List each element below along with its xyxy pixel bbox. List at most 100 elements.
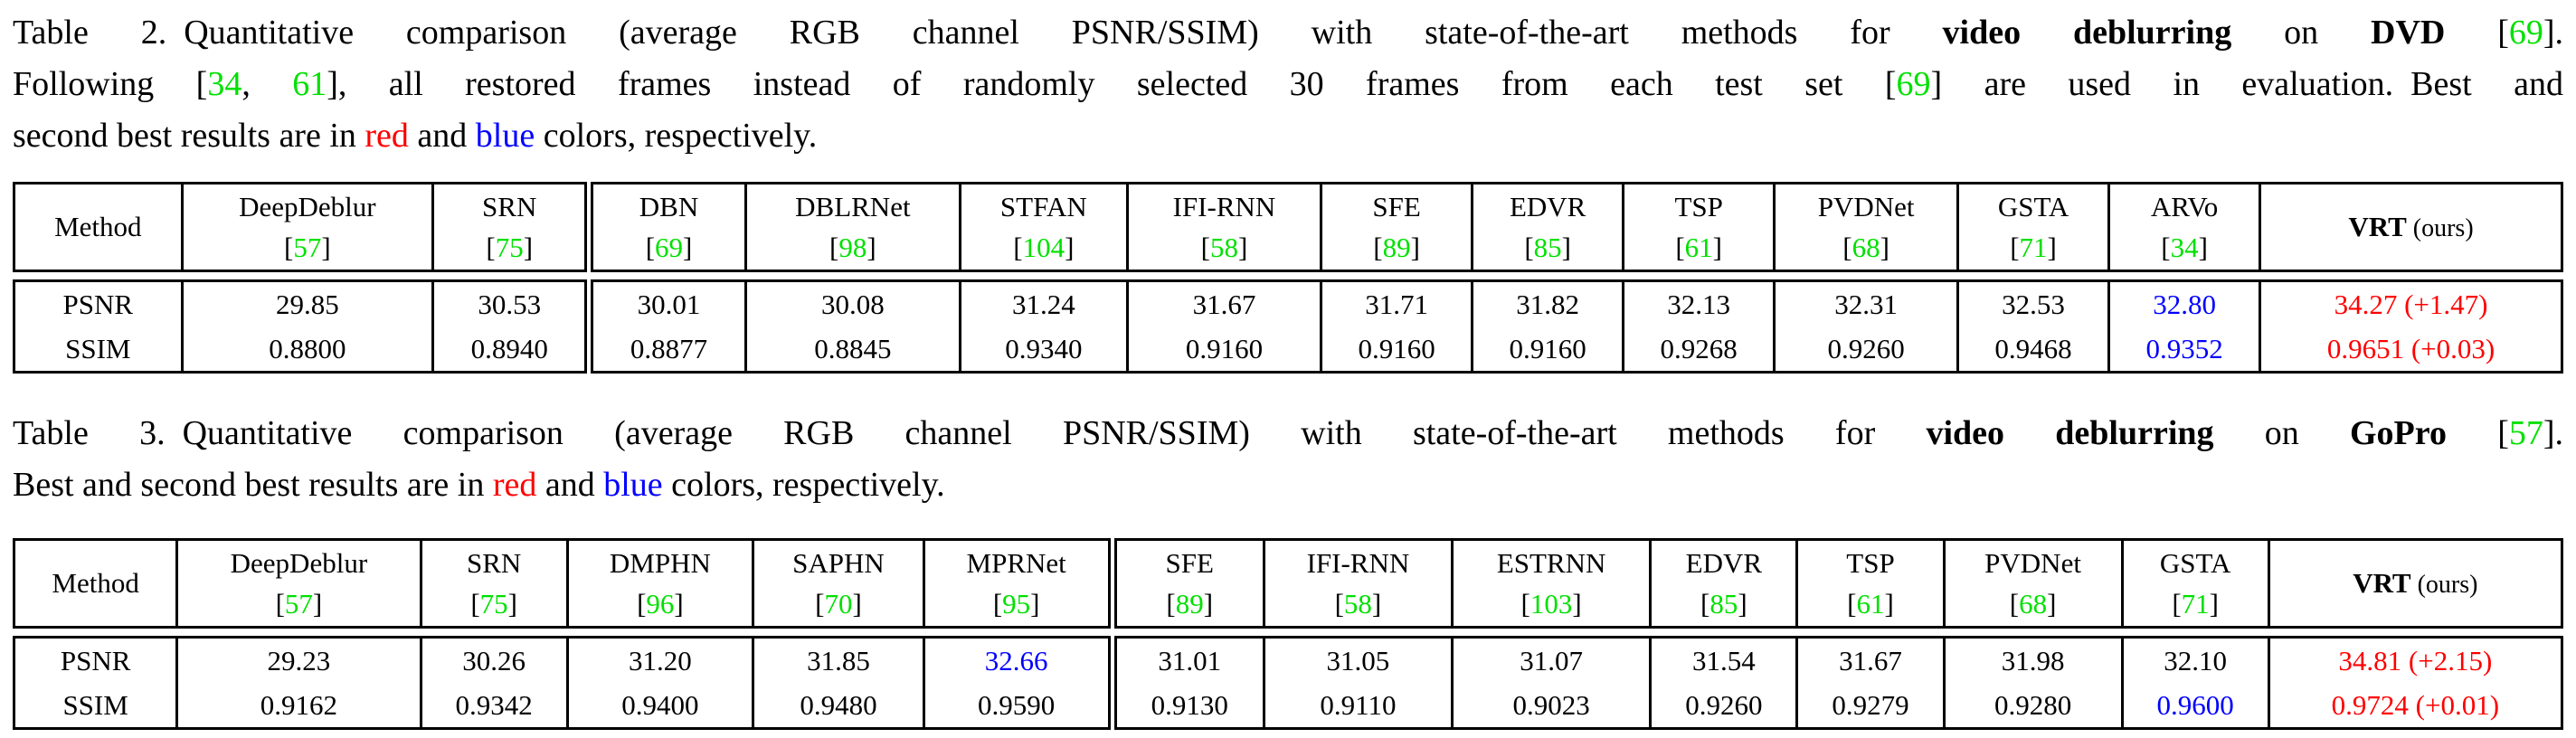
citation: [61]: [1804, 583, 1937, 624]
psnr-cell-best: 34.27 (+1.47): [2259, 279, 2563, 326]
citation-link[interactable]: 103: [1530, 588, 1573, 620]
bracket: [: [486, 232, 496, 263]
psnr-cell: 30.01: [584, 279, 747, 326]
bracket: ]: [1410, 232, 1420, 263]
citation-link[interactable]: 68: [2019, 588, 2048, 620]
citation-link[interactable]: 57: [284, 588, 313, 620]
ssim-cell: 0.9023: [1450, 683, 1653, 730]
citation: [58]: [1271, 583, 1445, 624]
citation-link[interactable]: 71: [2181, 588, 2210, 620]
method-name: STFAN: [999, 191, 1087, 222]
caption-text: ].: [2543, 14, 2564, 52]
citation-link[interactable]: 68: [1852, 232, 1880, 263]
psnr-cell: 31.20: [565, 636, 755, 683]
psnr-cell-second-best: 32.66: [922, 636, 1114, 683]
psnr-cell-second-best: 32.80: [2107, 279, 2262, 326]
psnr-cell-best: 34.81 (+2.15): [2267, 636, 2564, 683]
bracket: ]: [1203, 588, 1214, 620]
ssim-row-label: SSIM: [13, 326, 184, 374]
citation-link[interactable]: 75: [479, 588, 508, 620]
column-header: IFI-RNN [58]: [1125, 182, 1323, 272]
table3-caption-line1: Table 3. Quantitative comparison (averag…: [13, 408, 2563, 459]
psnr-cell: 32.53: [1956, 279, 2111, 326]
caption-text: and: [408, 117, 476, 155]
column-header: EDVR [85]: [1649, 538, 1799, 629]
ssim-cell: 0.9400: [565, 683, 755, 730]
bold-keyword: GoPro: [2350, 414, 2447, 452]
method-name: DBLRNet: [795, 191, 911, 222]
method-name: MPRNet: [966, 547, 1066, 579]
ssim-cell: 0.9160: [1320, 326, 1474, 374]
citation-link[interactable]: 98: [838, 232, 867, 263]
citation-link[interactable]: 61: [1856, 588, 1885, 620]
ssim-cell: 0.9110: [1262, 683, 1454, 730]
psnr-cell: 31.85: [752, 636, 925, 683]
ssim-cell: 0.9342: [419, 683, 569, 730]
ssim-cell: 0.9160: [1125, 326, 1323, 374]
psnr-cell: 31.54: [1649, 636, 1799, 683]
vrt-label: VRT: [2353, 567, 2411, 599]
caption-text: Table 2. Quantitative comparison (averag…: [13, 14, 1943, 52]
bracket: [: [1334, 588, 1344, 620]
ssim-cell-best: 0.9724 (+0.01): [2267, 683, 2564, 730]
bracket: ]: [867, 232, 876, 263]
citation-link[interactable]: 85: [1533, 232, 1562, 263]
method-name: TSP: [1674, 191, 1723, 222]
citation-link[interactable]: 71: [2019, 232, 2048, 263]
column-header: SFE [89]: [1107, 538, 1265, 629]
table3-caption-line2: Best and second best results are in red …: [13, 459, 2563, 511]
bracket: [: [1524, 232, 1534, 263]
vrt-suffix: (ours): [2410, 571, 2478, 599]
column-header: IFI-RNN [58]: [1262, 538, 1454, 629]
citation-link[interactable]: 104: [1022, 232, 1065, 263]
citation: [71]: [1965, 227, 2102, 268]
citation-link[interactable]: 69: [1896, 65, 1931, 103]
citation-link[interactable]: 70: [824, 588, 853, 620]
column-header: DBN [69]: [584, 182, 747, 272]
citation-link[interactable]: 89: [1175, 588, 1204, 620]
bracket: ]: [1712, 232, 1722, 263]
table3-ssim-row: SSIM 0.9162 0.9342 0.9400 0.9480 0.9590 …: [12, 683, 2564, 730]
column-header: ARVo [34]: [2107, 182, 2262, 272]
citation-link[interactable]: 96: [646, 588, 675, 620]
bracket: ]: [2209, 588, 2219, 620]
method-label: Method: [52, 567, 139, 599]
bracket: [: [1013, 232, 1023, 263]
citation-link[interactable]: 95: [1002, 588, 1031, 620]
citation-link[interactable]: 69: [2508, 14, 2543, 52]
citation-link[interactable]: 57: [2508, 414, 2543, 452]
method-name: DeepDeblur: [239, 191, 376, 222]
ssim-cell: 0.9260: [1649, 683, 1799, 730]
citation-link[interactable]: 34: [2170, 232, 2199, 263]
citation-link[interactable]: 75: [495, 232, 524, 263]
citation-link[interactable]: 58: [1343, 588, 1372, 620]
column-header: DBLRNet [98]: [743, 182, 962, 272]
ssim-cell: 0.9340: [959, 326, 1129, 374]
ssim-cell: 0.9468: [1956, 326, 2111, 374]
column-header: EDVR [85]: [1471, 182, 1625, 272]
citation-link[interactable]: 61: [292, 65, 327, 103]
bracket: ]: [1738, 588, 1747, 620]
citation-link[interactable]: 58: [1209, 232, 1238, 263]
bracket: ]: [2198, 232, 2208, 263]
citation: [85]: [1479, 227, 1616, 268]
method-name: EDVR: [1509, 191, 1586, 222]
citation-link[interactable]: 61: [1684, 232, 1713, 263]
citation-link[interactable]: 57: [293, 232, 322, 263]
citation: [68]: [1781, 227, 1951, 268]
method-name: IFI-RNN: [1172, 191, 1276, 222]
citation-link[interactable]: 34: [207, 65, 242, 103]
method-header-cell: Method: [12, 538, 179, 629]
bracket: ]: [2047, 232, 2057, 263]
citation: [98]: [753, 227, 953, 268]
citation-link[interactable]: 89: [1382, 232, 1411, 263]
table2-ssim-row: SSIM 0.8800 0.8940 0.8877 0.8845 0.9340 …: [13, 326, 2563, 374]
citation-link[interactable]: 85: [1709, 588, 1738, 620]
caption-text: ,: [242, 65, 293, 103]
psnr-cell: 32.31: [1773, 279, 1960, 326]
citation-link[interactable]: 69: [655, 232, 684, 263]
bold-keyword: video deblurring: [1926, 414, 2214, 452]
column-header: PVDNet [68]: [1942, 538, 2124, 629]
table2-caption-line2: Following [34, 61], all restored frames …: [13, 59, 2563, 110]
caption-text: and: [536, 466, 604, 504]
